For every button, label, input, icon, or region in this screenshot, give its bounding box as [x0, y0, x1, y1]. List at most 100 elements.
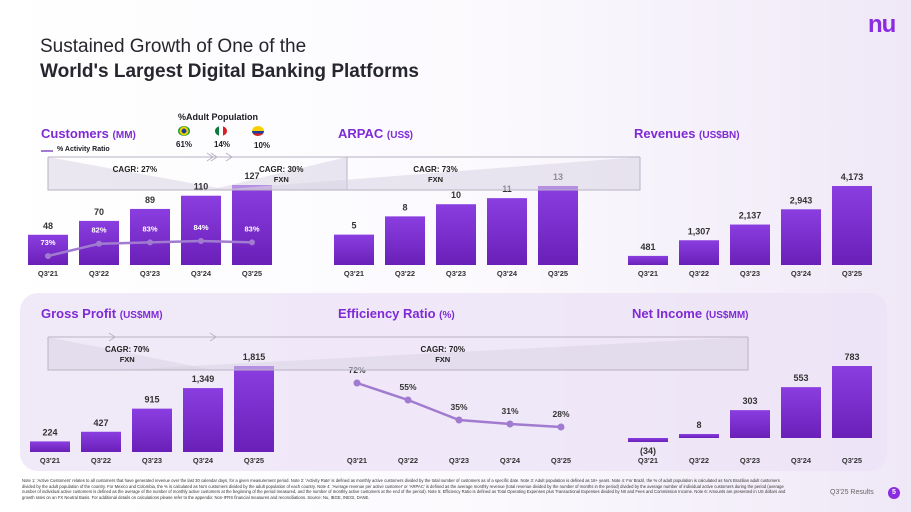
net_income-value-label-0: (34) [640, 446, 656, 456]
revenues-value-label-3: 2,943 [790, 195, 813, 205]
efficiency-ratio-title: Efficiency Ratio (%) [338, 306, 455, 321]
arpac-value-label-1: 8 [402, 202, 407, 212]
gross_profit-value-label-2: 915 [144, 395, 159, 405]
customers-activity-point-2 [147, 239, 153, 246]
colombia-flag-icon [252, 126, 264, 136]
activity-ratio-legend-line [41, 150, 53, 152]
page-title-line1: Sustained Growth of One of the [40, 36, 307, 57]
customers-cagr-band [48, 157, 229, 190]
revenues-title: Revenues (US$BN) [634, 126, 740, 141]
net_income-value-label-2: 303 [742, 396, 757, 406]
customers-activity-point-0 [45, 253, 51, 259]
revenues-cagr-label: CAGR: 73% [413, 165, 457, 174]
customers-cagr-bracket [47, 157, 229, 191]
arpac-cagr-band [210, 157, 347, 190]
net_income-cagr-bracket [112, 337, 749, 371]
efficiency-tick-4: Q3'25 [551, 456, 571, 465]
customers-cagr-label: CAGR: 27% [113, 165, 157, 174]
mexico-flag-icon [215, 126, 227, 136]
customers-value-label-0: 48 [43, 221, 53, 231]
gross_profit-tick-4: Q3'25 [244, 456, 264, 465]
revenues-value-label-4: 4,173 [841, 172, 864, 182]
efficiency-tick-0: Q3'21 [347, 456, 367, 465]
arpac-tick-2: Q3'23 [446, 269, 466, 278]
customers-tick-2: Q3'23 [140, 269, 160, 278]
arpac-cagr-sub: FXN [274, 175, 289, 184]
arpac-value-label-0: 5 [351, 221, 356, 231]
gross_profit-bar-4 [234, 366, 274, 452]
brazil-flag-icon [178, 126, 190, 136]
revenues-value-label-0: 481 [640, 242, 655, 252]
efficiency-value-label-3: 31% [501, 406, 518, 416]
efficiency-tick-1: Q3'22 [398, 456, 418, 465]
net_income-value-label-3: 553 [793, 373, 808, 383]
revenues-bar-2 [730, 224, 770, 265]
net_income-value-label-4: 783 [844, 352, 859, 362]
revenues-cagr-bracket [214, 157, 641, 191]
customers-bar-4 [232, 185, 272, 265]
net_income-tick-1: Q3'22 [689, 456, 709, 465]
net-income-title: Net Income (US$MM) [632, 306, 749, 321]
customers-activity-label-4: 83% [244, 224, 259, 233]
gross_profit-bar-0 [30, 441, 70, 452]
customers-activity-point-3 [198, 238, 204, 244]
customers-tick-3: Q3'24 [191, 269, 212, 278]
net_income-bar-2 [730, 410, 770, 438]
net_income-tick-4: Q3'25 [842, 456, 862, 465]
customers-activity-label-2: 83% [142, 224, 157, 233]
net_income-bar-1 [679, 434, 719, 438]
adult-population-title: %Adult Population [178, 112, 258, 122]
footnote: Note 1: 'Active Customers' relates to al… [22, 478, 786, 500]
revenues-cagr-band [214, 157, 640, 190]
gross_profit-value-label-0: 224 [42, 427, 57, 437]
net_income-cagr-label: CAGR: 70% [420, 345, 464, 354]
activity-ratio-legend-label: % Activity Ratio [57, 146, 110, 153]
customers-value-label-2: 89 [145, 195, 155, 205]
customers-activity-label-1: 82% [91, 226, 106, 235]
arpac-value-label-2: 10 [451, 190, 461, 200]
revenues-bar-0 [628, 255, 668, 265]
arpac-tick-4: Q3'25 [548, 269, 568, 278]
gross_profit-tick-1: Q3'22 [91, 456, 111, 465]
arpac-tick-0: Q3'21 [344, 269, 364, 278]
arpac-bar-4 [538, 186, 578, 265]
customers-value-label-3: 110 [194, 182, 209, 192]
customers-bar-0 [28, 234, 68, 265]
customers-activity-label-3: 84% [193, 223, 208, 232]
revenues-value-label-2: 2,137 [739, 211, 762, 221]
customers-value-label-1: 70 [94, 207, 104, 217]
arpac-bar-1 [385, 216, 425, 265]
arpac-bar-2 [436, 204, 476, 265]
net_income-cagr-band [112, 337, 748, 370]
revenues-tick-1: Q3'22 [689, 269, 709, 278]
gross-profit-title: Gross Profit (US$MM) [41, 306, 163, 321]
arpac-tick-3: Q3'24 [497, 269, 518, 278]
efficiency-tick-2: Q3'23 [449, 456, 469, 465]
brazil-population-value: 61% [176, 140, 193, 149]
revenues-bar-3 [781, 209, 821, 265]
footer-results-label: Q3'25 Results [830, 489, 874, 496]
page-title-line2: World's Largest Digital Banking Platform… [40, 61, 419, 82]
efficiency-value-label-1: 55% [399, 382, 416, 392]
revenues-tick-4: Q3'25 [842, 269, 862, 278]
net_income-cagr-arrow [108, 332, 748, 342]
net_income-tick-3: Q3'24 [791, 456, 812, 465]
customers-activity-point-1 [96, 240, 102, 247]
efficiency-point-1 [404, 396, 412, 404]
revenues-cagr-arrow [210, 152, 640, 162]
net_income-tick-0: Q3'21 [638, 456, 658, 465]
customers-bar-3 [181, 195, 221, 265]
revenues-value-label-1: 1,307 [688, 226, 711, 236]
revenues-tick-2: Q3'23 [740, 269, 760, 278]
gross_profit-cagr-band [48, 337, 213, 370]
arpac-bar-3 [487, 198, 527, 265]
gross_profit-bar-3 [183, 388, 223, 452]
customers-title: Customers (MM) [41, 126, 136, 141]
net_income-tick-2: Q3'23 [740, 456, 760, 465]
gross_profit-tick-3: Q3'24 [193, 456, 214, 465]
gross_profit-bar-1 [81, 431, 121, 452]
customers-activity-label-0: 73% [40, 238, 55, 247]
revenues-cagr-sub: FXN [428, 175, 443, 184]
arpac-bar-0 [334, 234, 374, 265]
